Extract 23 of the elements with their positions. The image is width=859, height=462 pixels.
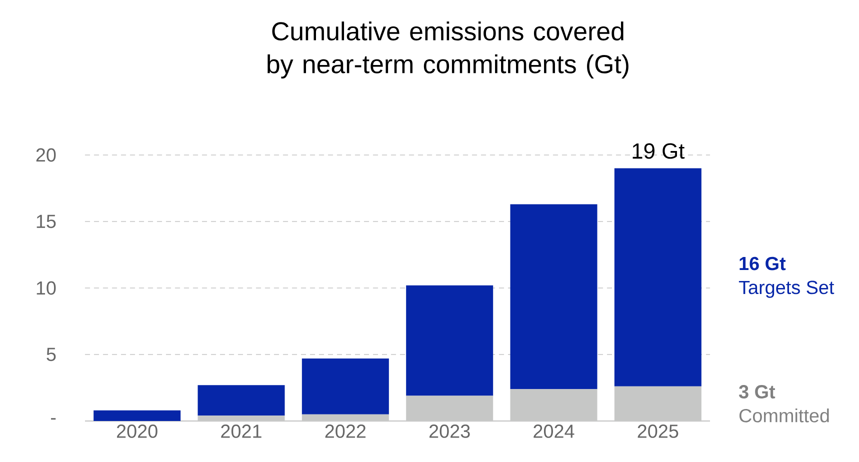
bar	[614, 168, 702, 386]
y-tick-label: -	[51, 418, 56, 420]
x-tick-label: 2020	[116, 424, 158, 438]
series-label: Targets Set	[738, 280, 834, 298]
bar	[510, 204, 598, 390]
y-tick-label: 15	[36, 214, 56, 228]
y-tick-label: 5	[46, 348, 56, 362]
text: 16 Gt	[740, 256, 786, 270]
text: Committed	[739, 408, 829, 422]
x-tick-label: 2025	[638, 424, 678, 438]
x-tick-label: 2021	[221, 424, 262, 438]
y-tick-label: 20	[36, 148, 56, 162]
x-tick-label: 2023	[429, 424, 470, 438]
bar	[406, 285, 494, 396]
y-tick-label: 10	[36, 281, 56, 295]
x-tick-label: 2024	[534, 424, 574, 438]
x-tick-label: 2022	[325, 424, 366, 438]
chart-title: Cumulative emissions covered by near-term commitments (Gt)	[268, 21, 628, 79]
bar	[198, 385, 285, 416]
total-label: 19 Gt	[632, 143, 685, 159]
text: 3 Gt	[738, 385, 776, 398]
bar	[302, 358, 389, 414]
bar	[94, 410, 181, 421]
